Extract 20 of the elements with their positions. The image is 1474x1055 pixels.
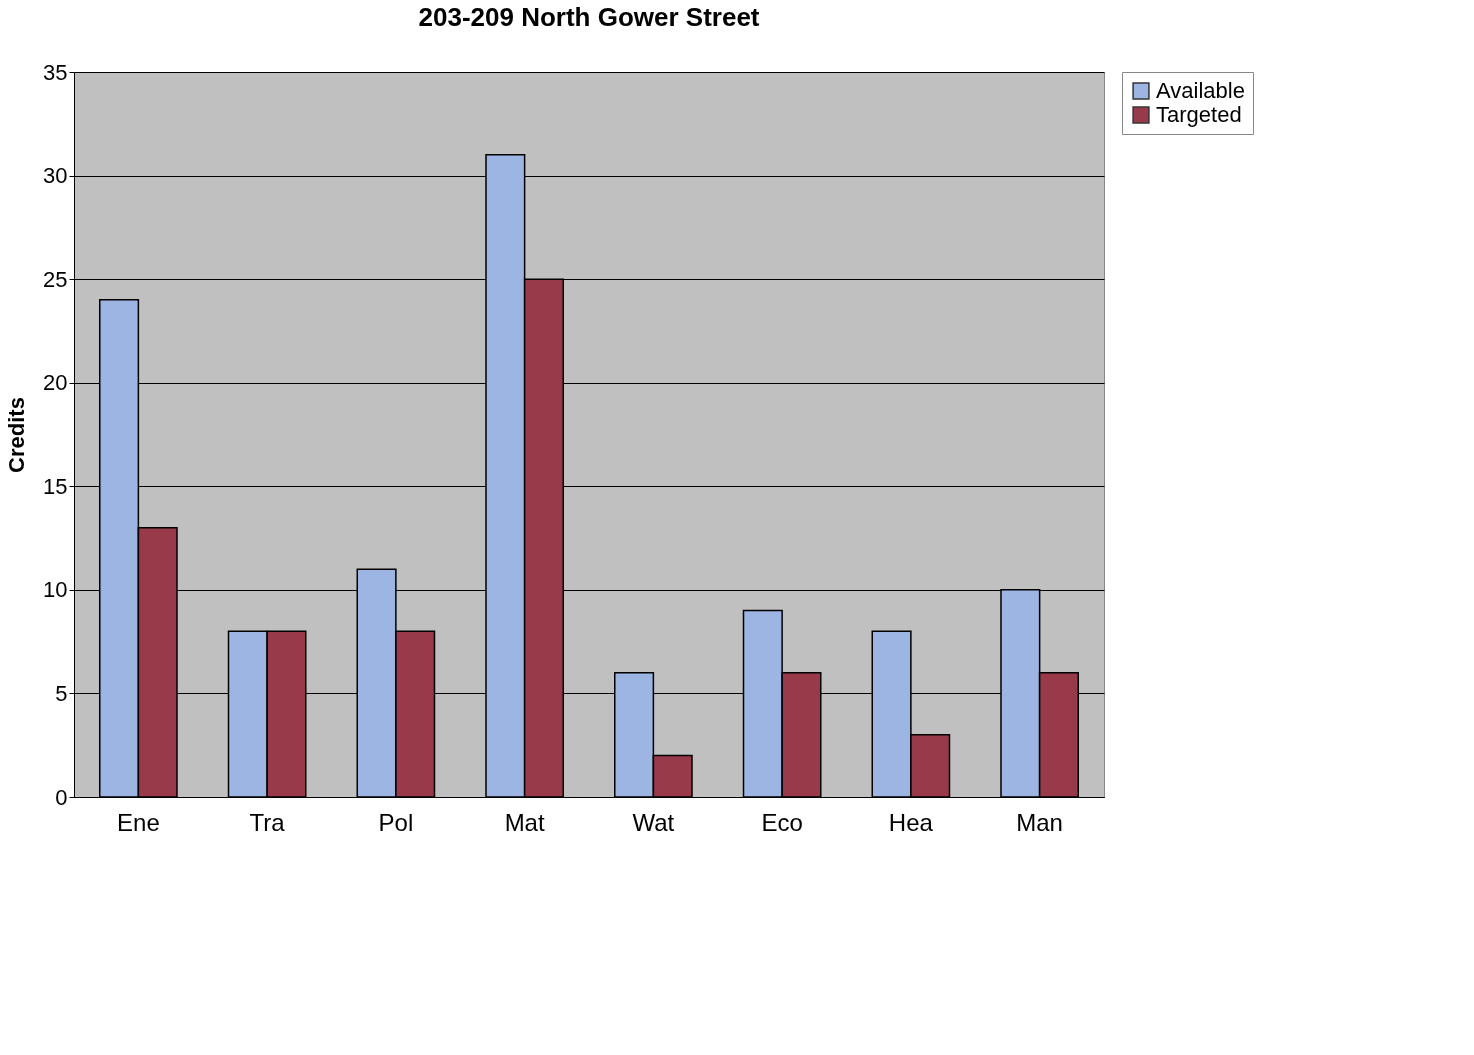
y-tick-label: 15 <box>43 473 68 499</box>
x-tick-label: Eco <box>761 808 803 836</box>
y-tick-label: 10 <box>43 577 68 603</box>
y-tick-label: 35 <box>43 59 68 85</box>
chart-title: 203-209 North Gower Street <box>418 2 760 32</box>
x-tick-label: Mat <box>504 808 545 836</box>
x-tick-label: Ene <box>117 808 160 836</box>
y-tick-label: 5 <box>55 680 68 706</box>
x-tick-label: Pol <box>378 808 414 836</box>
legend-label: Available <box>1156 78 1245 103</box>
x-tick-label: Hea <box>888 808 934 836</box>
x-tick-label: Tra <box>249 808 286 836</box>
y-axis-title: Credits <box>4 397 30 473</box>
y-tick-label: 0 <box>55 784 68 810</box>
x-tick-label: Wat <box>632 808 675 836</box>
legend-label: Targeted <box>1156 102 1242 127</box>
x-tick-label: Man <box>1016 808 1063 836</box>
y-tick-label: 20 <box>43 370 68 396</box>
y-tick-label: 30 <box>43 163 68 189</box>
y-tick-label: 25 <box>43 266 68 292</box>
